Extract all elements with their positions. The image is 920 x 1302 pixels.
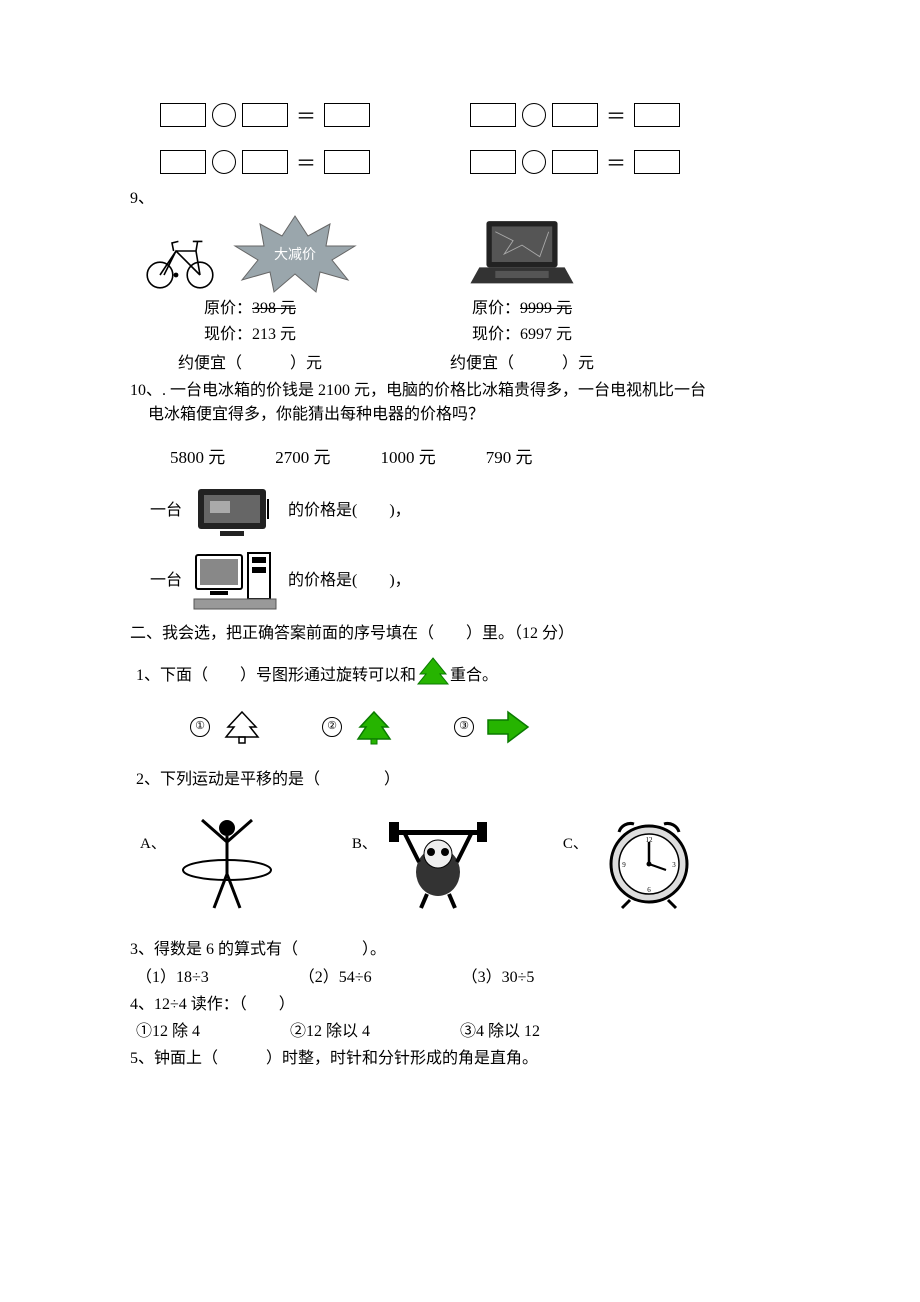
blank-box[interactable] — [160, 150, 206, 174]
laptop-original-price: 原价：9999 元 — [472, 296, 572, 322]
option-1[interactable]: ① — [190, 709, 262, 745]
operator-circle[interactable] — [212, 150, 236, 174]
option-c[interactable]: C、 12 3 6 9 — [563, 812, 704, 912]
s2-q2-options: A、 B、 — [140, 812, 790, 912]
equals-sign: ＝ — [294, 147, 318, 176]
hula-hoop-person-icon — [172, 812, 282, 912]
equation: ＝ — [160, 147, 370, 176]
s2-q4-options: ①12 除 4 ②12 除以 4 ③4 除以 12 — [136, 1018, 790, 1045]
s2-q4-text: 4、12÷4 读作：（ ） — [130, 991, 790, 1018]
s2-q5-text: 5、钟面上（ ）时整，时针和分针形成的角是直角。 — [130, 1045, 790, 1072]
option-2[interactable]: ② — [322, 709, 394, 745]
svg-text:3: 3 — [672, 861, 676, 869]
price-option: 2700 元 — [275, 445, 330, 471]
bike-current-price: 现价：213 元 — [204, 322, 296, 348]
blank-box[interactable] — [470, 150, 516, 174]
operator-circle[interactable] — [522, 150, 546, 174]
alarm-clock-icon: 12 3 6 9 — [594, 812, 704, 912]
blank-box[interactable] — [634, 103, 680, 127]
svg-text:6: 6 — [647, 886, 651, 894]
equation-row: ＝ ＝ — [160, 147, 790, 176]
option-label: A、 — [140, 832, 166, 856]
equation-template-block: ＝ ＝ ＝ ＝ — [160, 100, 790, 176]
option-number: ② — [322, 717, 342, 737]
q3-option[interactable]: （2）54÷6 — [299, 964, 372, 991]
q10-line1: 10、. 一台电冰箱的价钱是 2100 元，电脑的价格比冰箱贵得多，一台电视机比… — [130, 379, 790, 403]
tree-target-icon — [416, 656, 450, 695]
pc-suffix: 的价格是( )， — [288, 569, 411, 593]
blank-box[interactable] — [324, 103, 370, 127]
s2-q2-text: 2、下列运动是平移的是（ ） — [136, 767, 790, 793]
equals-sign: ＝ — [294, 100, 318, 129]
tv-prefix: 一台 — [150, 499, 182, 523]
s2-q3-text: 3、得数是 6 的算式有（ ）。 — [130, 936, 790, 963]
svg-text:12: 12 — [645, 836, 653, 844]
blank-box[interactable] — [634, 150, 680, 174]
arrow-right-icon — [486, 710, 530, 744]
option-number: ③ — [454, 717, 474, 737]
option-a[interactable]: A、 — [140, 812, 282, 912]
option-label: B、 — [352, 832, 377, 856]
tv-price-row: 一台 的价格是( )， — [150, 481, 790, 541]
tv-suffix: 的价格是( )， — [288, 499, 411, 523]
blank-box[interactable] — [324, 150, 370, 174]
section2-title: 二、我会选，把正确答案前面的序号填在（ ）里。（12 分） — [130, 621, 790, 647]
s2-q1-text-b: 重合。 — [450, 663, 498, 689]
blank-box[interactable] — [470, 103, 516, 127]
equation: ＝ — [160, 100, 370, 129]
equation-row: ＝ ＝ — [160, 100, 790, 129]
svg-text:9: 9 — [622, 861, 626, 869]
q9-laptop-column: 原价：9999 元 现价：6997 元 约便宜（ ）元 — [450, 214, 594, 373]
q3-option[interactable]: （1）18÷3 — [136, 964, 209, 991]
s2-q1: 1、下面（ ）号图形通过旋转可以和 重合。 — [136, 656, 790, 695]
equals-sign: ＝ — [604, 147, 628, 176]
blank-box[interactable] — [552, 150, 598, 174]
blank-box[interactable] — [242, 150, 288, 174]
tree-green-icon — [354, 709, 394, 745]
s2-q1-text-a: 1、下面（ ）号图形通过旋转可以和 — [136, 663, 416, 689]
sale-starburst: 大减价 — [230, 214, 360, 294]
option-3[interactable]: ③ — [454, 710, 530, 744]
weightlift-panda-icon — [383, 812, 493, 912]
pc-price-row: 一台 的价格是( )， — [150, 551, 790, 611]
q9-bike-column: 大减价 原价：398 元 现价：213 元 约便宜（ ）元 — [140, 214, 360, 373]
q3-option[interactable]: （3）30÷5 — [462, 964, 535, 991]
equation: ＝ — [470, 147, 680, 176]
laptop-cheaper-blank: 约便宜（ ）元 — [450, 349, 594, 373]
price-option: 790 元 — [486, 445, 533, 471]
q10-line2: 电冰箱便宜得多，你能猜出每种电器的价格吗？ — [148, 403, 790, 427]
price-option: 1000 元 — [381, 445, 436, 471]
operator-circle[interactable] — [522, 103, 546, 127]
option-label: C、 — [563, 832, 588, 856]
tree-outline-icon — [222, 709, 262, 745]
tv-icon — [190, 481, 280, 541]
bicycle-icon — [140, 224, 220, 294]
q4-option[interactable]: ①12 除 4 — [136, 1018, 200, 1045]
option-number: ① — [190, 717, 210, 737]
laptop-icon — [467, 214, 577, 294]
s2-q1-options: ① ② ③ — [190, 709, 790, 745]
blank-box[interactable] — [552, 103, 598, 127]
pc-prefix: 一台 — [150, 569, 182, 593]
equals-sign: ＝ — [604, 100, 628, 129]
operator-circle[interactable] — [212, 103, 236, 127]
q4-option[interactable]: ②12 除以 4 — [290, 1018, 370, 1045]
blank-box[interactable] — [160, 103, 206, 127]
equation: ＝ — [470, 100, 680, 129]
bike-cheaper-blank: 约便宜（ ）元 — [178, 349, 322, 373]
q10-price-options: 5800 元 2700 元 1000 元 790 元 — [170, 445, 790, 471]
q4-option[interactable]: ③4 除以 12 — [460, 1018, 540, 1045]
s2-q3-options: （1）18÷3 （2）54÷6 （3）30÷5 — [136, 964, 790, 991]
pc-icon — [190, 551, 280, 611]
price-option: 5800 元 — [170, 445, 225, 471]
bike-original-price: 原价：398 元 — [204, 296, 296, 322]
q9-number: 9、 — [130, 184, 790, 208]
sale-label: 大减价 — [274, 244, 316, 264]
laptop-current-price: 现价：6997 元 — [472, 322, 572, 348]
blank-box[interactable] — [242, 103, 288, 127]
option-b[interactable]: B、 — [352, 812, 493, 912]
